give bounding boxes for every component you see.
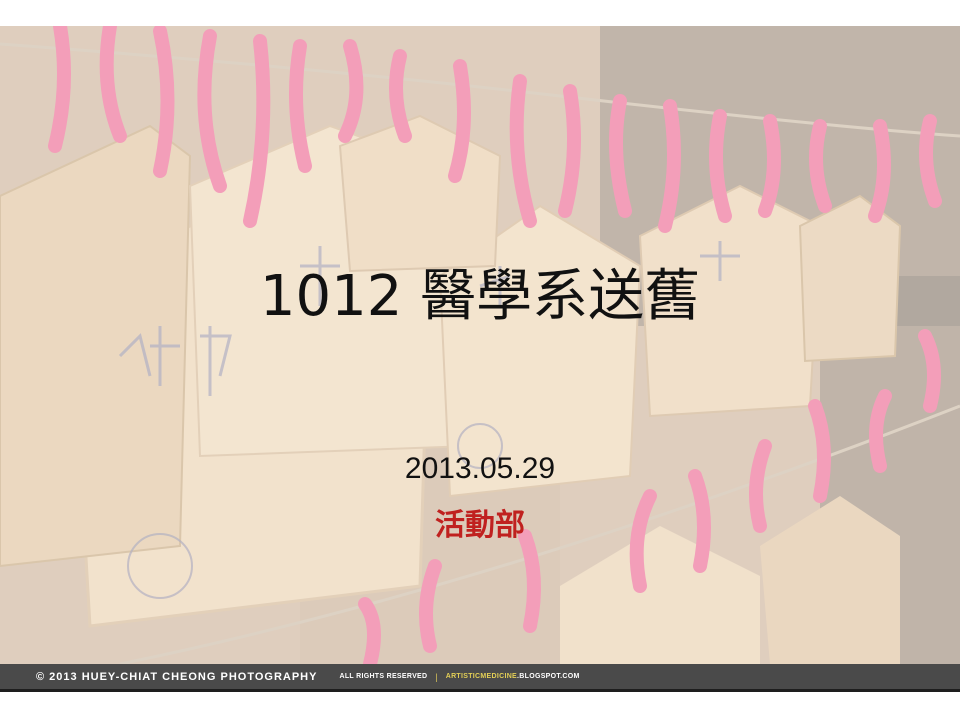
- department-name: 活動部: [435, 508, 525, 543]
- photo-credit-bar: © 2013 HUEY-CHIAT CHEONG PHOTOGRAPHY ALL…: [0, 664, 960, 692]
- background-photo: [0, 26, 960, 664]
- blog-url-highlight: ARTISTICMEDICINE: [445, 673, 518, 680]
- white-wash-overlay: [0, 26, 960, 664]
- photo-copyright: © 2013 HUEY-CHIAT CHEONG PHOTOGRAPHY: [36, 670, 318, 683]
- credit-separator: |: [435, 671, 438, 682]
- wishing-plaques-illustration: [0, 26, 960, 664]
- event-date: 2013.05.29: [404, 452, 556, 485]
- slide-title: 1012 醫學系送舊: [259, 264, 701, 329]
- blog-url: ARTISTICMEDICINE.BLOGSPOT.COM: [446, 673, 580, 680]
- blog-url-domain: .BLOGSPOT.COM: [517, 673, 580, 680]
- rights-reserved: ALL RIGHTS RESERVED: [339, 673, 428, 680]
